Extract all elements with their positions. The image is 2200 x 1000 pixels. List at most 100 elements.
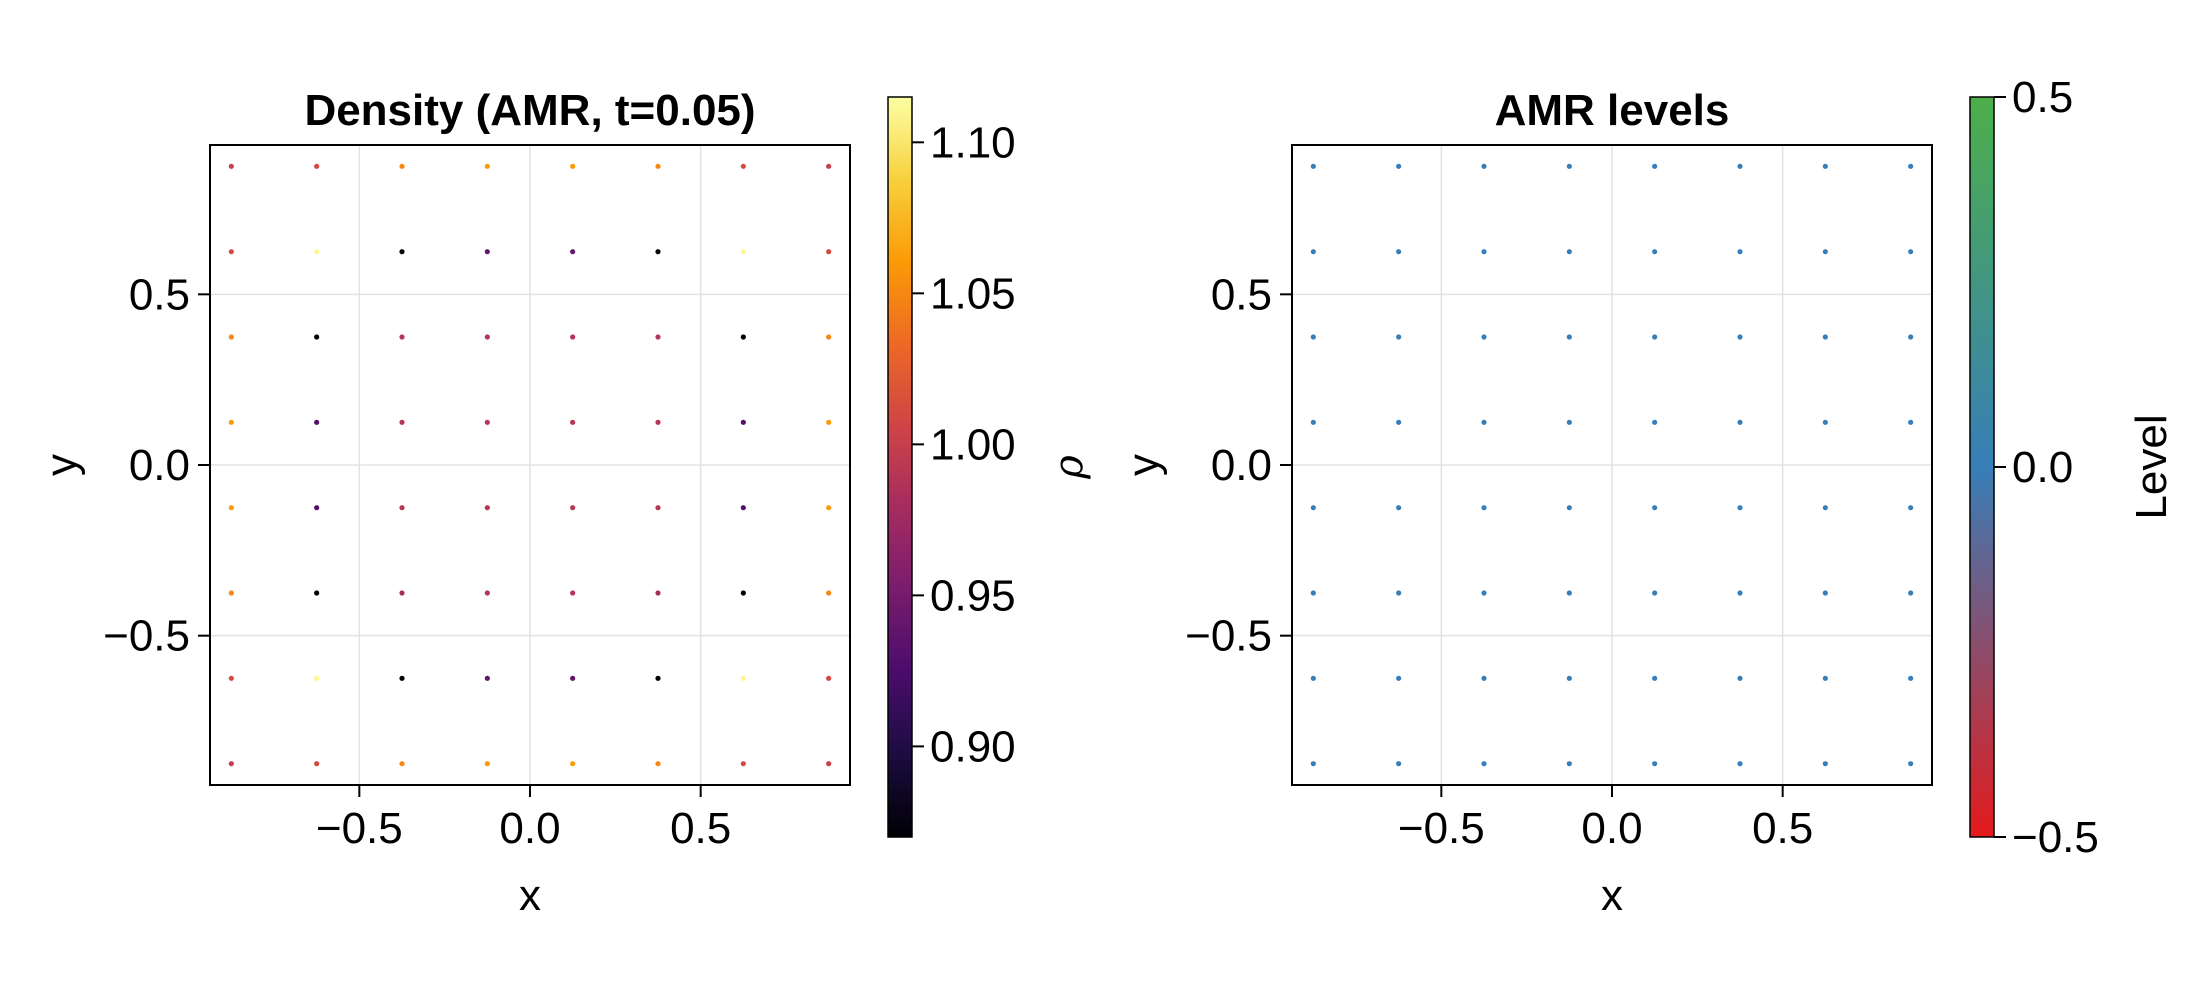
density-point — [826, 505, 832, 511]
density-point — [228, 675, 234, 681]
levels-point — [1566, 590, 1572, 596]
density-point — [484, 419, 490, 425]
density-point — [399, 334, 405, 340]
density-point — [655, 249, 661, 255]
density-point — [314, 163, 320, 169]
levels-point — [1396, 675, 1402, 681]
levels-point — [1481, 334, 1487, 340]
density-point — [740, 163, 746, 169]
density-point — [740, 419, 746, 425]
levels-point — [1822, 505, 1828, 511]
levels-point — [1822, 590, 1828, 596]
levels-grid — [1292, 145, 1932, 785]
density-y-axis-label: y — [37, 454, 86, 476]
density-point — [826, 249, 832, 255]
density-point — [314, 675, 320, 681]
density-point — [826, 675, 832, 681]
levels-point — [1396, 590, 1402, 596]
levels-point — [1737, 675, 1743, 681]
levels-point — [1652, 163, 1658, 169]
density-point — [826, 163, 832, 169]
density-point — [570, 675, 576, 681]
density-point — [740, 675, 746, 681]
levels-point — [1566, 419, 1572, 425]
density-point — [399, 590, 405, 596]
density-colorbar-label: ρ — [1046, 455, 1092, 480]
density-x-axis-label: x — [519, 871, 541, 920]
levels-point — [1310, 590, 1316, 596]
levels-point — [1652, 590, 1658, 596]
density-point — [484, 505, 490, 511]
density-point — [655, 163, 661, 169]
levels-point — [1481, 505, 1487, 511]
levels-point — [1908, 505, 1914, 511]
density-point — [314, 334, 320, 340]
density-point — [399, 249, 405, 255]
density-chart-title: Density (AMR, t=0.05) — [304, 86, 755, 135]
levels-point — [1481, 675, 1487, 681]
density-point — [228, 419, 234, 425]
density-point — [484, 761, 490, 767]
density-point — [570, 419, 576, 425]
density-x-tick-label: 0.5 — [670, 804, 731, 853]
density-point — [570, 334, 576, 340]
density-point — [655, 334, 661, 340]
density-ticks: −0.5 0.0 0.5 −0.5 0.0 0.5 — [103, 270, 731, 853]
density-point — [314, 590, 320, 596]
levels-point — [1908, 249, 1914, 255]
levels-colorbar-tick-label: 0.5 — [2012, 73, 2073, 122]
density-colorbar-tick-label: 0.95 — [930, 571, 1016, 620]
levels-y-tick-label: 0.0 — [1211, 441, 1272, 490]
levels-colorbar-gradient — [1969, 96, 1995, 838]
density-point — [570, 761, 576, 767]
levels-panel: −0.5 0.0 0.5 −0.5 0.0 0.5 AMR levels x y −0.5… — [1119, 73, 2176, 920]
levels-point — [1737, 761, 1743, 767]
levels-point — [1652, 761, 1658, 767]
levels-point — [1822, 334, 1828, 340]
levels-y-tick-label: 0.5 — [1211, 270, 1272, 319]
density-point — [826, 419, 832, 425]
levels-x-tick-label: −0.5 — [1398, 804, 1485, 853]
density-point — [655, 675, 661, 681]
density-point — [314, 249, 320, 255]
levels-colorbar-tick-label: −0.5 — [2012, 813, 2099, 862]
density-point — [740, 249, 746, 255]
density-point — [655, 505, 661, 511]
density-point — [740, 505, 746, 511]
levels-point — [1652, 419, 1658, 425]
density-point — [228, 334, 234, 340]
levels-point — [1310, 163, 1316, 169]
levels-point — [1908, 675, 1914, 681]
levels-point — [1396, 761, 1402, 767]
density-point — [655, 590, 661, 596]
levels-colorbar-ticks: −0.5 0.0 0.5 — [1994, 73, 2099, 862]
levels-point — [1908, 334, 1914, 340]
density-point — [399, 419, 405, 425]
density-point — [484, 675, 490, 681]
levels-point — [1566, 249, 1572, 255]
levels-point — [1566, 163, 1572, 169]
levels-point — [1481, 761, 1487, 767]
density-point — [655, 761, 661, 767]
density-panel: −0.5 0.0 0.5 −0.5 0.0 0.5 Density (AMR, t=0.0… — [37, 86, 1092, 920]
levels-x-axis-label: x — [1601, 871, 1623, 920]
levels-y-axis-label: y — [1119, 454, 1168, 476]
levels-point — [1822, 419, 1828, 425]
density-colorbar-tick-label: 1.10 — [930, 118, 1016, 167]
levels-point — [1908, 590, 1914, 596]
density-point — [484, 590, 490, 596]
levels-y-tick-label: −0.5 — [1185, 612, 1272, 661]
density-colorbar-tick-label: 1.00 — [930, 420, 1016, 469]
levels-point — [1310, 675, 1316, 681]
levels-point — [1310, 505, 1316, 511]
levels-point — [1908, 419, 1914, 425]
density-point — [740, 761, 746, 767]
levels-point — [1908, 163, 1914, 169]
density-x-tick-label: 0.0 — [499, 804, 560, 853]
density-points — [228, 163, 832, 767]
levels-point — [1908, 761, 1914, 767]
density-point — [314, 419, 320, 425]
density-point — [399, 761, 405, 767]
density-point — [228, 590, 234, 596]
